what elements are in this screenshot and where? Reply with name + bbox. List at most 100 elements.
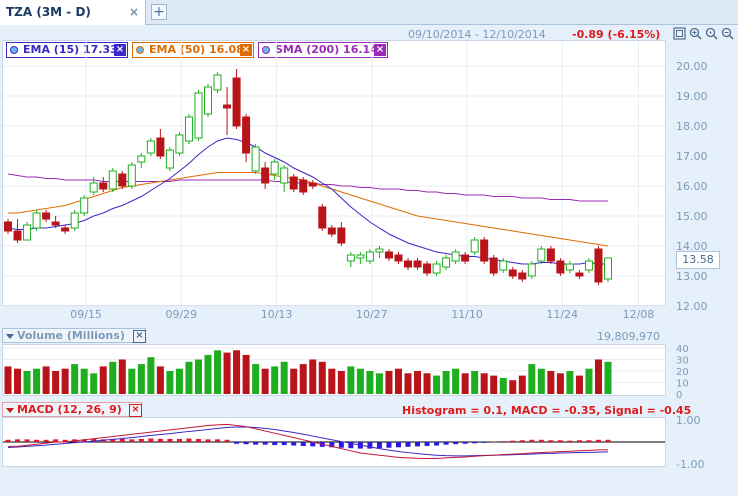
zoom-reset-icon[interactable] [705,27,718,40]
macd-histogram-bar [538,439,544,442]
volume-bar [394,368,402,394]
volume-bar [461,373,469,394]
candle-body [289,176,298,190]
remove-panel-icon[interactable]: × [129,404,142,417]
candle-body [565,263,574,271]
indicator-ema50[interactable]: EMA (50) 16.08 × [132,42,254,58]
macd-histogram-bar [148,438,154,442]
macd-summary: Histogram = 0.1, MACD = -0.35, Signal = … [402,404,692,417]
indicator-sma200[interactable]: SMA (200) 16.14 × [258,42,388,58]
volume-bar [214,350,222,394]
zoom-in-icon[interactable] [689,27,702,40]
indicator-ema15-label: EMA (15) 17.33 [23,43,118,56]
remove-indicator-icon[interactable]: × [374,44,386,56]
macd-histogram-bar [395,442,401,448]
candle-body [413,260,422,268]
volume-bar [594,359,602,394]
volume-axis-label: 20 [676,367,689,378]
candle-body [251,146,260,172]
macd-histogram-bar [500,441,506,442]
candle-body [175,134,184,154]
candle-body [70,212,79,229]
volume-bar [61,368,69,394]
macd-histogram-bar [510,440,516,442]
volume-axis-label: 10 [676,379,689,390]
volume-bar [518,375,526,394]
collapse-icon[interactable] [6,334,14,339]
candle-body [42,212,51,220]
volume-bar [480,373,488,394]
volume-bar [137,364,145,394]
macd-histogram-bar [34,439,40,442]
macd-histogram-bar [53,439,59,442]
macd-histogram-bar [434,442,440,446]
candle-body [13,230,22,241]
candle-body [508,269,517,277]
candle-body [318,206,327,229]
macd-histogram-bar [348,442,354,449]
volume-bar [166,371,174,394]
macd-histogram-bar [281,442,287,446]
candle-body [356,254,365,259]
sma200-line [7,173,608,202]
volume-bar [309,359,317,394]
macd-histogram-bar [138,438,144,442]
volume-bar [261,368,269,394]
remove-panel-icon[interactable]: × [133,330,146,343]
last-price-tag: 13.58 [676,251,720,269]
candle-body [61,227,70,232]
close-tab-icon[interactable]: × [128,5,140,19]
volume-bar [118,359,126,394]
fullscreen-icon[interactable] [673,27,686,40]
volume-bar [242,354,250,394]
indicator-ema15[interactable]: EMA (15) 17.33 × [6,42,128,58]
candle-body [232,77,241,127]
tab-bar: TZA (3M - D) × + [0,0,738,25]
volume-bar [90,373,98,394]
date-axis-label: 09/29 [165,308,197,321]
volume-bar [528,364,536,394]
chart-tab[interactable]: TZA (3M - D) × [0,0,146,25]
volume-bar [223,352,231,394]
candle-body [280,167,289,184]
macd-histogram-bar [43,439,49,442]
macd-histogram-bar [386,442,392,448]
volume-bar [337,371,345,394]
volume-axis-label: 30 [676,356,689,367]
candle-body [546,248,555,262]
volume-bar [99,366,107,394]
macd-histogram-bar [576,440,582,442]
volume-bar [175,368,183,394]
volume-bar [556,373,564,394]
collapse-icon[interactable] [6,408,14,413]
volume-bar [204,354,212,394]
remove-indicator-icon[interactable]: × [114,44,126,56]
candle-body [375,248,384,253]
remove-indicator-icon[interactable]: × [240,44,252,56]
macd-histogram-bar [62,439,68,442]
macd-histogram-bar [110,438,116,442]
zoom-out-icon[interactable] [721,27,734,40]
volume-bar [233,350,241,394]
macd-histogram-bar [291,442,297,446]
volume-title-box[interactable]: Volume (Millions) × [2,328,146,343]
add-tab-button[interactable]: + [151,4,167,20]
candle-body [261,167,270,184]
volume-bar [490,375,498,394]
macd-histogram-bar [167,438,173,442]
candle-body [527,263,536,277]
macd-histogram-bar [443,442,449,445]
macd-title-box[interactable]: MACD (12, 26, 9) × [2,402,142,417]
candle-body [518,272,527,280]
volume-bar [23,371,31,394]
volume-bar [194,359,202,394]
candle-body [118,173,127,187]
volume-bar [147,357,155,394]
macd-histogram-bar [224,439,230,442]
macd-signal-line [7,426,609,457]
volume-bar [366,371,374,394]
macd-axis-label: -1.00 [676,458,704,471]
candle-body [480,239,489,262]
macd-histogram-bar [586,440,592,442]
macd-histogram-bar [205,439,211,442]
